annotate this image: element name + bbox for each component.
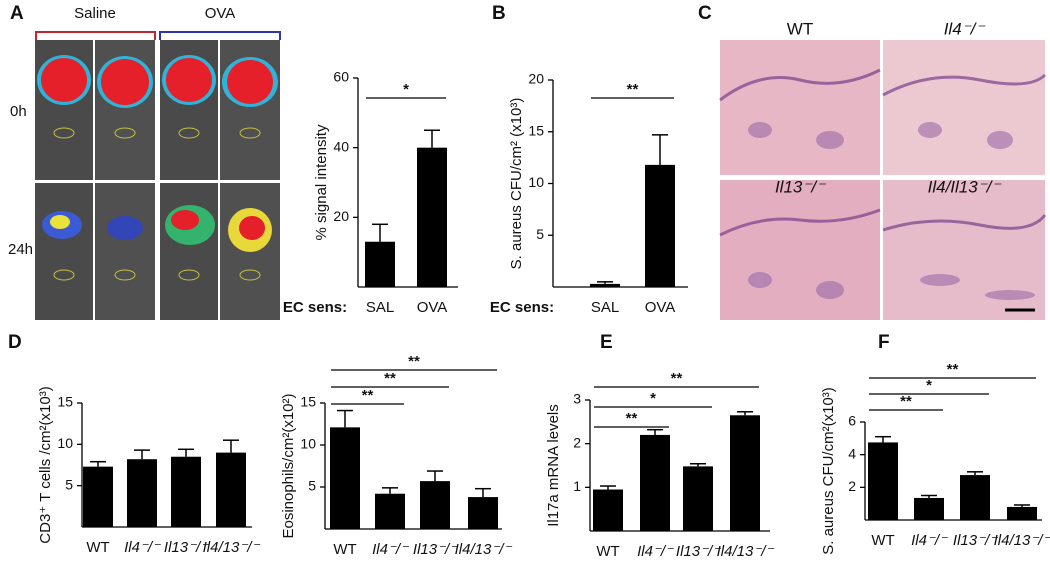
x-tick-label: WT — [333, 541, 356, 558]
panel-label: D — [8, 332, 22, 353]
significance-label: ** — [947, 361, 959, 378]
timepoint-label: 0h — [10, 103, 27, 120]
y-tick-label: 20 — [528, 71, 544, 87]
bar — [171, 456, 201, 527]
significance-label: ** — [627, 81, 639, 98]
bar — [730, 415, 760, 531]
image-label: Il4/Il13⁻/⁻ — [928, 177, 1003, 196]
y-tick-label: 15 — [300, 394, 316, 410]
y-tick-label: 6 — [848, 413, 856, 429]
y-tick-label: 2 — [848, 478, 856, 494]
bar — [640, 434, 670, 531]
y-axis-label: % signal intensity — [313, 124, 330, 240]
significance-label: ** — [384, 370, 396, 387]
significance-label: ** — [626, 410, 638, 427]
x-tick-label: WT — [596, 543, 619, 560]
bar — [593, 489, 623, 531]
significance-label: * — [650, 390, 656, 407]
x-tick-label: Il4/13⁻/⁻ — [455, 541, 513, 558]
y-tick-label: 10 — [57, 435, 73, 451]
bar — [914, 497, 944, 520]
x-tick-label: Il13⁻/⁻ — [953, 532, 998, 549]
timepoint-label: 24h — [8, 241, 33, 258]
x-tick-label: WT — [871, 532, 894, 549]
y-axis-label: CD3⁺ T cells /cm²(x10³) — [37, 386, 54, 543]
y-tick-label: 10 — [300, 436, 316, 452]
bar — [330, 427, 360, 529]
bar — [868, 442, 898, 520]
bar — [960, 475, 990, 520]
x-tick-label: Il13⁻/⁻ — [413, 541, 458, 558]
x-tick-label: Il4/13⁻/⁻ — [203, 539, 261, 556]
group-bracket — [35, 31, 156, 40]
y-tick-label: 60 — [333, 69, 349, 85]
y-tick-label: 1 — [573, 478, 581, 494]
x-tick-label: OVA — [645, 299, 676, 316]
panel-label: C — [698, 3, 712, 24]
x-tick-label: Il4⁻/⁻ — [124, 539, 161, 556]
significance-label: ** — [408, 353, 420, 370]
bar — [683, 466, 713, 531]
significance-label: ** — [671, 370, 683, 387]
significance-label: ** — [900, 393, 912, 410]
panel-label: A — [10, 3, 24, 24]
imaging: Saline OVA 0h 24h — [8, 5, 281, 320]
x-tick-label: WT — [86, 539, 109, 556]
significance-label: * — [926, 377, 932, 394]
bar — [216, 452, 246, 527]
x-tick-label: SAL — [366, 299, 394, 316]
x-tick-label: Il13⁻/⁻ — [676, 543, 721, 560]
y-tick-label: 5 — [308, 478, 316, 494]
y-tick-label: 2 — [573, 434, 581, 450]
bar — [365, 241, 395, 287]
image-label: Il13⁻/⁻ — [775, 177, 827, 196]
y-tick-label: 5 — [65, 476, 73, 492]
histology: WT Il4⁻/⁻ Il13⁻/⁻ Il4/Il13⁻/⁻ — [719, 19, 1047, 320]
y-axis-label: Il17a mRNA levels — [545, 404, 562, 527]
y-tick-label: 5 — [536, 226, 544, 242]
group-label: OVA — [205, 5, 236, 22]
panel-label: E — [600, 332, 613, 353]
panel-label: B — [492, 3, 506, 24]
bar — [645, 164, 675, 287]
bar — [468, 497, 498, 529]
y-tick-label: 15 — [528, 122, 544, 138]
x-tick-label: Il4⁻/⁻ — [637, 543, 674, 560]
x-tick-label: Il4⁻/⁻ — [372, 541, 409, 558]
group-label: Saline — [74, 5, 116, 22]
y-tick-label: 20 — [333, 208, 349, 224]
x-tick-label: Il4⁻/⁻ — [911, 532, 948, 549]
panel-label: F — [878, 332, 890, 353]
x-tick-label: Il4/13⁻/⁻ — [994, 532, 1050, 549]
x-tick-label: SAL — [591, 299, 619, 316]
bar — [590, 283, 620, 287]
y-axis-label: S. aureus CFU/cm²(x10³) — [820, 387, 837, 555]
y-tick-label: 40 — [333, 138, 349, 154]
image-label: Il4⁻/⁻ — [944, 19, 987, 38]
mouse-images — [35, 40, 280, 320]
bar — [420, 481, 450, 529]
y-tick-label: 3 — [573, 391, 581, 407]
bar — [83, 466, 113, 527]
image-label: WT — [787, 19, 813, 38]
y-tick-label: 15 — [57, 394, 73, 410]
bar — [375, 493, 405, 529]
y-axis-label: S. aureus CFU/cm² (x10³) — [508, 98, 525, 270]
significance-label: * — [403, 81, 409, 98]
x-tick-label: Il4/13⁻/⁻ — [717, 543, 775, 560]
y-tick-label: 10 — [528, 174, 544, 190]
x-tick-label: Il13⁻/⁻ — [164, 539, 209, 556]
y-tick-label: 4 — [848, 445, 856, 461]
bar — [1007, 506, 1037, 520]
x-axis-label: EC sens: — [490, 299, 554, 316]
significance-label: ** — [362, 387, 374, 404]
bar — [127, 459, 157, 527]
x-tick-label: OVA — [417, 299, 448, 316]
bar — [417, 147, 447, 287]
x-axis-label: EC sens: — [283, 299, 347, 316]
group-bracket — [159, 31, 281, 40]
y-axis-label: Eosinophils/cm²(x10²) — [280, 393, 297, 538]
